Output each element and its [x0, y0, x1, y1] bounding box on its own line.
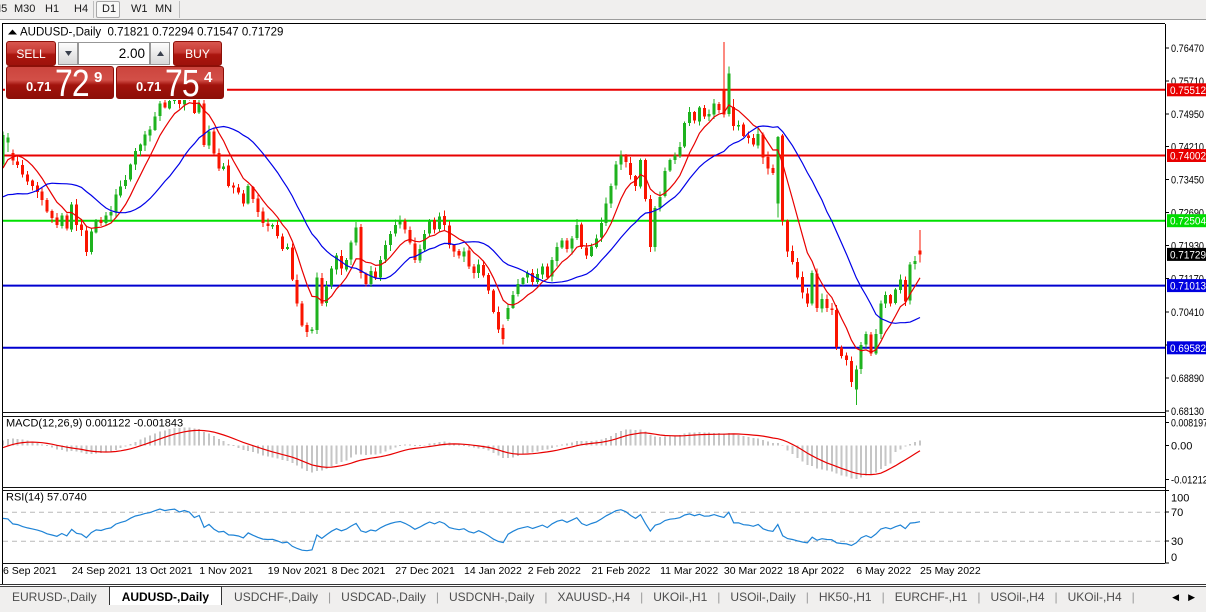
svg-text:30 Mar 2022: 30 Mar 2022 [724, 565, 783, 577]
svg-text:19 Nov 2021: 19 Nov 2021 [268, 565, 328, 577]
svg-text:0.69582: 0.69582 [1170, 343, 1206, 355]
svg-text:6 Sep 2021: 6 Sep 2021 [3, 565, 57, 577]
svg-text:27 Dec 2021: 27 Dec 2021 [395, 565, 455, 577]
svg-text:1 Nov 2021: 1 Nov 2021 [199, 565, 253, 577]
svg-text:21 Feb 2022: 21 Feb 2022 [592, 565, 651, 577]
svg-text:0.75512: 0.75512 [1170, 85, 1206, 97]
svg-text:RSI(14) 57.0740: RSI(14) 57.0740 [6, 492, 87, 504]
svg-text:0.71013: 0.71013 [1170, 281, 1206, 293]
svg-text:30: 30 [1171, 536, 1183, 548]
svg-text:13 Oct 2021: 13 Oct 2021 [135, 565, 192, 577]
svg-text:0.008197: 0.008197 [1171, 418, 1206, 430]
svg-text:0.76470: 0.76470 [1171, 43, 1204, 55]
svg-text:18 Apr 2022: 18 Apr 2022 [788, 565, 845, 577]
svg-text:0.74002: 0.74002 [1170, 151, 1206, 163]
svg-text:AUDUSD-,Daily 0.71821 0.72294: AUDUSD-,Daily 0.71821 0.72294 0.71547 0.… [20, 27, 283, 39]
svg-text:70: 70 [1171, 507, 1183, 519]
svg-text:6 May 2022: 6 May 2022 [856, 565, 911, 577]
svg-text:2 Feb 2022: 2 Feb 2022 [528, 565, 581, 577]
svg-text:0.00: 0.00 [1171, 441, 1192, 453]
svg-text:0.73450: 0.73450 [1171, 175, 1204, 187]
svg-text:25 May 2022: 25 May 2022 [920, 565, 981, 577]
svg-text:0.71729: 0.71729 [1170, 249, 1206, 261]
svg-text:0: 0 [1171, 552, 1177, 564]
svg-text:0.74950: 0.74950 [1171, 109, 1204, 121]
svg-text:24 Sep 2021: 24 Sep 2021 [72, 565, 132, 577]
svg-text:8 Dec 2021: 8 Dec 2021 [332, 565, 386, 577]
svg-text:MACD(12,26,9) 0.001122 -0.0018: MACD(12,26,9) 0.001122 -0.001843 [6, 418, 183, 430]
svg-text:0.70410: 0.70410 [1171, 307, 1204, 319]
svg-text:100: 100 [1171, 493, 1189, 505]
svg-text:0.72504: 0.72504 [1170, 216, 1206, 228]
svg-text:0.68890: 0.68890 [1171, 373, 1204, 385]
svg-text:14 Jan 2022: 14 Jan 2022 [464, 565, 522, 577]
svg-text:-0.01212: -0.01212 [1171, 475, 1206, 487]
svg-text:0.68130: 0.68130 [1171, 406, 1204, 418]
svg-text:11 Mar 2022: 11 Mar 2022 [660, 565, 718, 577]
